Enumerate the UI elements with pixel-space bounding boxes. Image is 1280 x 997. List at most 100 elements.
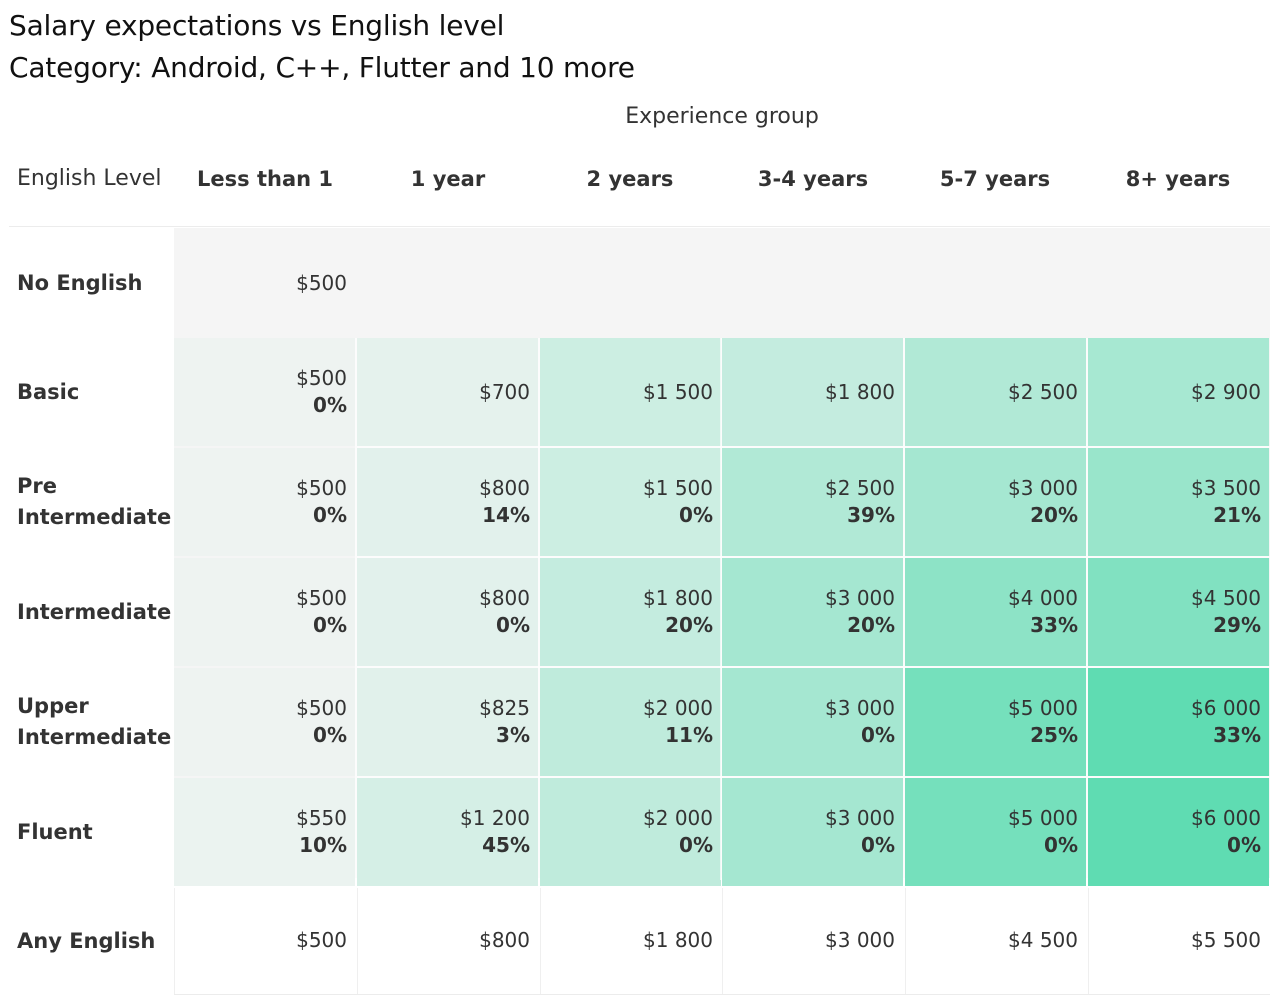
- heatmap-cell: $3 000 0%: [722, 778, 903, 886]
- row-separator: [357, 446, 1270, 448]
- column-separator: [903, 338, 905, 880]
- heatmap-cell: $500: [174, 228, 355, 336]
- heatmap-cell: $2 500 39%: [722, 448, 903, 556]
- row-header-label: English Level: [17, 166, 162, 191]
- cell-value: $800 0%: [479, 586, 530, 637]
- cell-value: $700: [479, 379, 530, 404]
- heatmap-cell: $5 000 25%: [905, 668, 1086, 776]
- total-value: $500: [296, 928, 347, 952]
- cell-value: $2 000 11%: [643, 696, 713, 747]
- heatmap-cell: $500 0%: [174, 338, 355, 446]
- total-value: $800: [479, 928, 530, 952]
- total-cell: $500: [174, 888, 355, 994]
- heatmap-cell: $1 800 20%: [540, 558, 721, 666]
- cell-value: $1 500: [643, 379, 713, 404]
- cell-value: $2 500 39%: [825, 476, 895, 527]
- column-header: 1 year: [410, 167, 486, 191]
- column-separator: [355, 338, 357, 880]
- cell-value: $1 800: [825, 379, 895, 404]
- column-separator: [720, 338, 722, 880]
- heatmap-cell: $5 000 0%: [905, 778, 1086, 886]
- row-separator: [357, 666, 1270, 668]
- column-separator: [538, 338, 540, 880]
- cell-value: $3 000 20%: [825, 586, 895, 637]
- cell-value: $2 900: [1191, 379, 1261, 404]
- cell-value: $3 000 20%: [1008, 476, 1078, 527]
- cell-value: $3 000 0%: [825, 696, 895, 747]
- heatmap-cell: $2 000 0%: [540, 778, 721, 886]
- column-header: 2 years: [586, 167, 674, 191]
- cell-value: $500 0%: [296, 696, 347, 747]
- cell-value: $2 500: [1008, 379, 1078, 404]
- total-cell: $800: [357, 888, 538, 994]
- heatmap-cell: $550 10%: [174, 778, 355, 886]
- heatmap-cell: $6 000 33%: [1088, 668, 1269, 776]
- cell-value: $500 0%: [296, 476, 347, 527]
- row-label: Upper Intermediate: [17, 694, 172, 749]
- heatmap-cell: $1 500: [540, 338, 721, 446]
- heatmap-cell: $4 000 33%: [905, 558, 1086, 666]
- heatmap-cell: $3 000 0%: [722, 668, 903, 776]
- row-label: Basic: [17, 379, 80, 404]
- heatmap-cell: $3 500 21%: [1088, 448, 1269, 556]
- row-separator: [357, 556, 1270, 558]
- chart-title: Salary expectations vs English level: [9, 9, 505, 42]
- cell-value: $5 000 25%: [1008, 696, 1078, 747]
- row-label: No English: [17, 270, 143, 295]
- cell-value: $500: [296, 270, 347, 295]
- total-cell: $3 000: [722, 888, 903, 994]
- heatmap-cell: $500 0%: [174, 558, 355, 666]
- header-divider: [9, 226, 1270, 227]
- heatmap-cell: $1 800: [722, 338, 903, 446]
- heatmap-cell: $2 000 11%: [540, 668, 721, 776]
- heatmap-cell: $3 000 20%: [905, 448, 1086, 556]
- heatmap-cell: $500 0%: [174, 668, 355, 776]
- cell-value: $6 000 0%: [1191, 806, 1261, 857]
- cell-value: $1 800 20%: [643, 586, 713, 637]
- total-value: $1 800: [643, 928, 713, 952]
- column-header: Less than 1: [197, 167, 333, 191]
- cell-value: $3 500 21%: [1191, 476, 1261, 527]
- cell-value: $4 000 33%: [1008, 586, 1078, 637]
- cell-value: $4 500 29%: [1191, 586, 1261, 637]
- heatmap-cell: $6 000 0%: [1088, 778, 1269, 886]
- column-header: 5-7 years: [939, 167, 1051, 191]
- total-cell: $5 500: [1088, 888, 1269, 994]
- cell-value: $500 0%: [296, 366, 347, 417]
- bottom-divider: [174, 994, 1270, 995]
- row-label: Fluent: [17, 819, 93, 844]
- heatmap-cell: $800 0%: [357, 558, 538, 666]
- cell-value: $3 000 0%: [825, 806, 895, 857]
- cell-value: $550 10%: [296, 806, 347, 857]
- heatmap-cell: $700: [357, 338, 538, 446]
- column-header: 8+ years: [1125, 167, 1231, 191]
- cell-value: $500 0%: [296, 586, 347, 637]
- cell-value: $825 3%: [479, 696, 530, 747]
- heatmap-cell: $500 0%: [174, 448, 355, 556]
- cell-value: $800 14%: [479, 476, 530, 527]
- heatmap-cell: $1 200 45%: [357, 778, 538, 886]
- column-separator: [1086, 338, 1088, 880]
- row-label: Pre Intermediate: [17, 474, 172, 529]
- total-value: $5 500: [1191, 928, 1261, 952]
- heatmap-cell: $825 3%: [357, 668, 538, 776]
- row-label: Intermediate: [17, 599, 172, 624]
- heatmap-cell: $2 900: [1088, 338, 1269, 446]
- total-value: $3 000: [825, 928, 895, 952]
- chart-subtitle: Category: Android, C++, Flutter and 10 m…: [9, 51, 635, 84]
- heatmap-cell: $2 500: [905, 338, 1086, 446]
- row-separator: [357, 776, 1270, 778]
- total-cell: $4 500: [905, 888, 1086, 994]
- heatmap-cell: $4 500 29%: [1088, 558, 1269, 666]
- cell-value: $6 000 33%: [1191, 696, 1261, 747]
- cell-value: $2 000 0%: [643, 806, 713, 857]
- row-label-total: Any English: [17, 929, 156, 953]
- total-cell: $1 800: [540, 888, 721, 994]
- heatmap-cell: $3 000 20%: [722, 558, 903, 666]
- heatmap-cell: $800 14%: [357, 448, 538, 556]
- cell-value: $5 000 0%: [1008, 806, 1078, 857]
- total-value: $4 500: [1008, 928, 1078, 952]
- column-header: 3-4 years: [757, 167, 869, 191]
- column-group-label: Experience group: [625, 104, 819, 129]
- cell-value: $1 500 0%: [643, 476, 713, 527]
